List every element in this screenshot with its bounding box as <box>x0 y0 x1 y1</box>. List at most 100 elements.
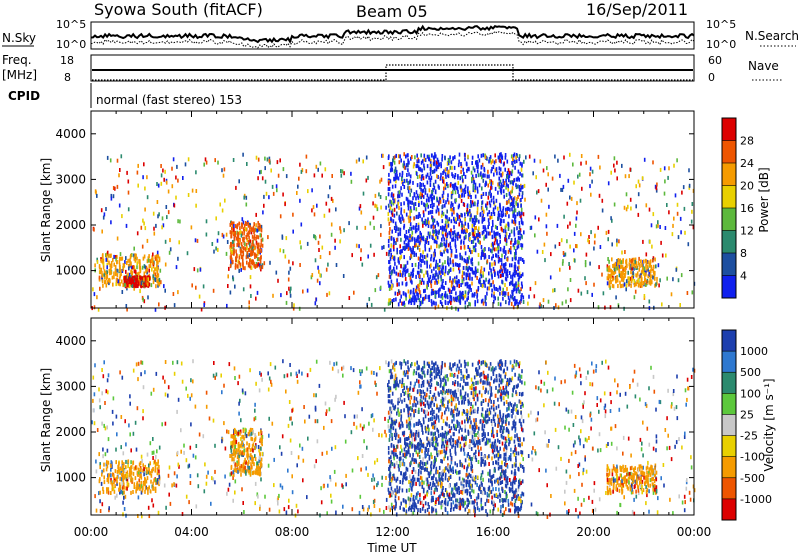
echo-point-midday-scatter <box>449 155 451 160</box>
echo-point-midday-scatter <box>507 187 509 192</box>
echo-point <box>129 394 131 399</box>
echo-point <box>221 232 224 237</box>
echo-point <box>637 212 640 217</box>
echo-point <box>150 391 153 396</box>
echo-point <box>232 158 235 162</box>
echo-point-evening-near-range <box>625 259 627 264</box>
echo-point-midday-scatter <box>505 277 508 282</box>
echo-point-morning-near-range <box>117 279 120 284</box>
echo-point <box>213 361 215 365</box>
echo-point-midday-scatter <box>490 282 493 287</box>
echo-point <box>667 388 669 393</box>
echo-point <box>187 393 189 398</box>
echo-point-midday-scatter <box>512 292 514 296</box>
echo-point-evening-near-range <box>653 272 656 276</box>
echo-point <box>605 443 608 448</box>
echo-point-evening-near-range <box>645 282 647 287</box>
echo-point-midday-scatter <box>417 256 420 261</box>
echo-point-dawn-band <box>242 250 244 255</box>
echo-point-morning-near-range <box>99 270 101 275</box>
echo-point-morning-echo-strong <box>146 282 149 287</box>
echo-point-midday-scatter <box>433 168 436 173</box>
echo-point-midday-scatter <box>447 170 449 175</box>
echo-point-midday-scatter <box>419 293 422 298</box>
echo-point-midday-scatter <box>499 291 501 296</box>
echo-point-midday-scatter <box>465 265 468 270</box>
echo-point-midday-scatter <box>393 160 396 165</box>
echo-point <box>535 511 538 516</box>
echo-point-midday-scatter <box>521 184 524 189</box>
echo-point-midday-scatter <box>407 186 409 191</box>
echo-point-midday-scatter <box>463 193 465 198</box>
echo-point-midday-scatter <box>433 229 436 234</box>
echo-point-midday-scatter <box>452 259 454 264</box>
echo-point <box>614 378 616 383</box>
echo-point-midday-scatter <box>483 209 485 214</box>
echo-point-morning-near-range <box>130 475 132 480</box>
echo-point <box>691 290 694 295</box>
echo-point <box>677 235 680 240</box>
echo-point-midday-scatter <box>505 193 508 197</box>
echo-point <box>272 293 274 298</box>
echo-point <box>540 379 543 384</box>
echo-point-midday-scatter <box>466 273 469 278</box>
echo-point-midday-scatter <box>435 154 437 159</box>
echo-point <box>189 481 192 485</box>
echo-point <box>160 280 162 285</box>
echo-point-midday-scatter <box>504 250 507 255</box>
echo-point-evening-near-range <box>618 269 621 274</box>
echo-point <box>350 366 352 371</box>
echo-point <box>605 359 607 364</box>
echo-point <box>340 169 342 174</box>
echo-point-evening-near-range <box>644 278 647 282</box>
echo-point-morning-near-range <box>157 481 160 486</box>
echo-point-midday-scatter <box>429 178 432 183</box>
echo-point-midday-scatter <box>482 229 485 234</box>
echo-point-midday-scatter <box>444 203 446 208</box>
echo-point <box>353 414 356 419</box>
echo-point <box>127 179 130 184</box>
echo-point <box>240 418 242 423</box>
echo-point-morning-echo-strong <box>134 283 136 288</box>
echo-point-midday-scatter <box>523 230 525 235</box>
echo-point-midday-scatter <box>397 302 400 307</box>
echo-point-midday-scatter <box>483 248 485 253</box>
nave-label: Nave <box>748 59 779 73</box>
echo-point-morning-near-range <box>116 259 118 264</box>
echo-point-midday-scatter <box>443 237 445 242</box>
echo-point <box>186 251 189 256</box>
echo-point-midday-scatter <box>457 174 459 179</box>
echo-point-evening-near-range <box>643 259 645 264</box>
echo-point <box>598 497 601 502</box>
echo-point-evening-near-range <box>656 276 658 281</box>
echo-point <box>124 494 127 499</box>
echo-point <box>291 408 293 413</box>
echo-point-morning-near-range <box>155 274 157 279</box>
echo-point <box>676 374 678 379</box>
echo-point-midday-scatter <box>469 273 471 278</box>
echo-point-midday-scatter <box>517 302 519 307</box>
echo-point-midday-scatter <box>442 179 444 184</box>
echo-point <box>584 391 586 396</box>
echo-point-midday-scatter <box>412 298 414 303</box>
echo-point-midday-scatter <box>434 294 437 298</box>
echo-point-midday-scatter <box>510 263 513 268</box>
echo-point <box>96 193 98 198</box>
echo-point <box>301 168 304 173</box>
echo-point <box>378 433 380 438</box>
echo-point <box>409 431 412 436</box>
echo-point <box>152 437 154 441</box>
echo-point-morning-near-range <box>122 485 124 490</box>
echo-point-morning-near-range <box>143 472 145 477</box>
echo-point <box>221 439 223 444</box>
echo-point-midday-scatter <box>427 273 429 278</box>
echo-point-morning-near-range <box>139 262 141 267</box>
echo-point-midday-scatter <box>474 221 476 225</box>
echo-point <box>621 163 623 168</box>
echo-point <box>309 367 312 372</box>
echo-point <box>461 411 464 416</box>
echo-point-midday-scatter <box>468 167 470 172</box>
echo-point <box>102 215 105 220</box>
echo-point <box>447 243 450 248</box>
echo-point-midday-scatter <box>514 241 516 246</box>
